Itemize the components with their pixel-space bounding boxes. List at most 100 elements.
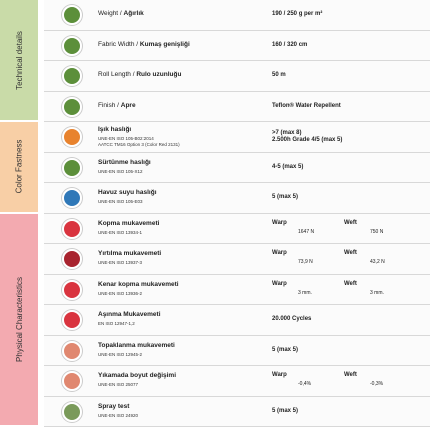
label-tr: Topaklanma mukavemeti: [98, 341, 175, 349]
value: Teflon® Water Repellent: [272, 102, 341, 109]
label: Yıkamada boyut değişimi: [98, 372, 176, 379]
standard: UNE-EN ISO 105-B02:2014: [98, 136, 154, 141]
spec-row: Kenar kopma mukavemeti UNE-EN ISO 13936-2…: [44, 274, 430, 305]
label: Fabric Width / Kumaş genişliği: [98, 41, 190, 48]
column-head: Weft: [344, 250, 357, 256]
label-tr: Kenar kopma mukavemeti: [98, 280, 179, 288]
value: 2.500h Grade 4/5 (max 5): [272, 136, 343, 143]
label: Weight / Ağırlık: [98, 10, 144, 17]
standard: EN ISO 12947-1,2: [98, 321, 135, 326]
standard: UNE-EN ISO 105-X12: [98, 168, 143, 174]
icon: [62, 188, 82, 209]
column-head: Warp: [272, 280, 287, 287]
label-tr: Sürtünme haslığı: [98, 158, 151, 166]
label-tr: Aşınma Mukavemeti: [98, 311, 161, 318]
icon: [62, 66, 82, 87]
icon: [62, 340, 82, 361]
icon: [62, 279, 82, 300]
icon: [62, 127, 82, 148]
column-value: 73,9 N: [298, 259, 313, 265]
value: 4-5 (max 5): [272, 163, 304, 170]
standard: UNE-EN ISO 13934-1: [98, 229, 143, 235]
label-en: Finish /: [98, 101, 119, 109]
spec-row: Spray test UNE-EN ISO 24920 5 (max 5): [44, 396, 430, 427]
value: 5 (max 5): [272, 346, 299, 353]
section-title: Color Fastness: [14, 139, 24, 194]
column-head: Warp: [272, 219, 287, 226]
value: >7 (max 8): [272, 129, 302, 136]
label: Yırtılma mukavemeti: [98, 250, 161, 257]
standard: UNE-EN ISO 13937-3: [98, 260, 143, 265]
standard: UNE-EN ISO 13936-2: [98, 290, 143, 296]
spec-row: Kopma mukavemeti UNE-EN ISO 13934-1 Warp 16…: [44, 213, 430, 244]
label: Sürtünme haslığı: [98, 159, 151, 166]
spec-row: Roll Length / Rulo uzunluğu 50 m: [44, 61, 430, 92]
icon: [62, 371, 82, 392]
label: Kopma mukavemeti: [98, 220, 159, 227]
label: Kenar kopma mukavemeti: [98, 281, 179, 288]
label-tr: Ağırlık: [123, 10, 144, 18]
icon: [62, 96, 82, 117]
label: Finish / Apre: [98, 102, 136, 109]
icon: [62, 218, 82, 239]
standard: UNE-EN ISO 12945-2: [98, 351, 143, 357]
label-tr: Spray test: [98, 402, 130, 410]
value: 5 (max 5): [272, 407, 299, 414]
column-value: 3 mm.: [298, 289, 312, 296]
value: 20.000 Cycles: [272, 316, 312, 323]
standard: UNE-EN ISO 25077: [98, 382, 139, 387]
column-value: -0,3%: [370, 381, 384, 387]
column-value: 43,2 N: [370, 259, 385, 265]
value: 160 / 320 cm: [272, 41, 308, 48]
column-head: Weft: [344, 280, 357, 287]
label-tr: Yırtılma mukavemeti: [98, 250, 162, 257]
label: Spray test: [98, 403, 129, 410]
column-value: 3 mm.: [370, 289, 384, 296]
label: Aşınma Mukavemeti: [98, 311, 161, 318]
value: 50 m: [272, 72, 286, 79]
spec-row: Havuz suyu haslığı UNE-EN ISO 105-E03 5 (m…: [44, 183, 430, 214]
label-tr: Havuz suyu haslığı: [98, 189, 157, 196]
label: Işık haslığı: [98, 126, 131, 133]
spec-row: Işık haslığı UNE-EN ISO 105-B02:2014 AATCC…: [44, 122, 430, 153]
label: Roll Length / Rulo uzunluğu: [98, 71, 181, 78]
column-value: 1647 N: [298, 228, 315, 235]
label: Havuz suyu haslığı: [98, 189, 157, 196]
icon: [62, 5, 82, 26]
icon: [62, 249, 82, 270]
spec-row: Topaklanma mukavemeti UNE-EN ISO 12945-2 5…: [44, 335, 430, 366]
column-value: 750 N: [370, 228, 384, 235]
column-head: Weft: [344, 219, 357, 226]
column-value: -0,4%: [298, 381, 312, 387]
spec-row: Fabric Width / Kumaş genişliği 160 / 320 …: [44, 30, 430, 61]
icon: [62, 35, 82, 56]
standard: UNE-EN ISO 105-E03: [98, 199, 143, 204]
standard: UNE-EN ISO 24920: [98, 412, 139, 418]
value: 190 / 250 g per m²: [272, 11, 323, 18]
label-en: Roll Length /: [98, 71, 135, 79]
icon: [62, 157, 82, 178]
column-head: Weft: [344, 372, 357, 378]
label-tr: Işık haslığı: [98, 126, 132, 133]
icon: [62, 401, 82, 422]
section-title: Technical details: [14, 30, 24, 90]
label-tr: Apre: [120, 101, 136, 109]
value: 5 (max 5): [272, 194, 299, 201]
label-tr: Kopma mukavemeti: [98, 219, 160, 227]
section-band: Physical Characteristics: [0, 213, 38, 425]
column-head: Warp: [272, 250, 287, 256]
spec-row: Yıkamada boyut değişimi UNE-EN ISO 25077 W…: [44, 366, 430, 397]
spec-row: Finish / Apre Teflon® Water Repellent: [44, 91, 430, 122]
section-band: Technical details: [0, 0, 38, 120]
icon: [62, 310, 82, 331]
standard: AATCC TM16 Option 3 (Color Red 2131): [98, 142, 180, 147]
spec-row: Weight / Ağırlık 190 / 250 g per m²: [44, 0, 430, 31]
label-tr: Kumaş genişliği: [139, 40, 190, 48]
label-tr: Yıkamada boyut değişimi: [98, 372, 177, 379]
label: Topaklanma mukavemeti: [98, 342, 175, 349]
label-tr: Rulo uzunluğu: [136, 71, 182, 79]
spec-row: Sürtünme haslığı UNE-EN ISO 105-X12 4-5 (m…: [44, 152, 430, 183]
column-head: Warp: [272, 372, 287, 378]
spec-row: Yırtılma mukavemeti UNE-EN ISO 13937-3 War…: [44, 244, 430, 275]
